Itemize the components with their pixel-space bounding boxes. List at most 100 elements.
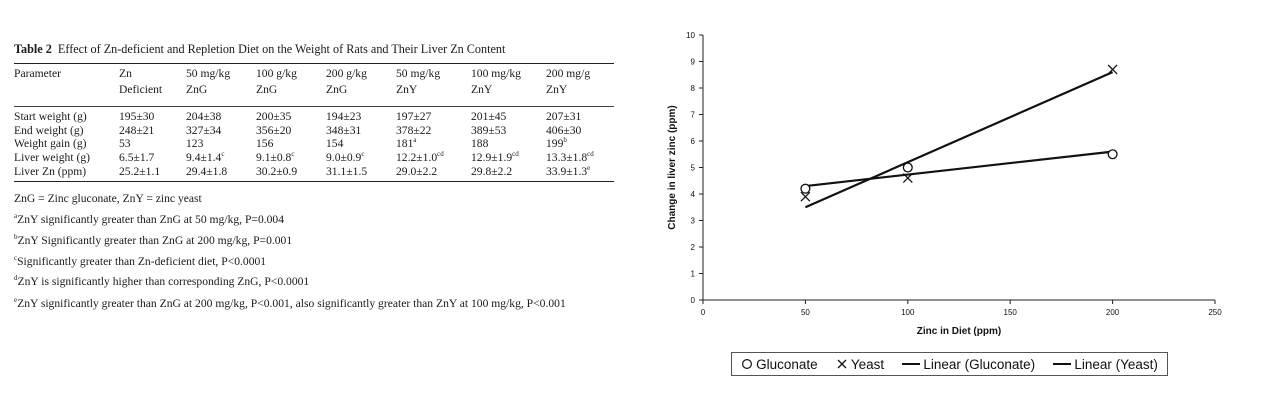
table-bottom-rule	[14, 181, 614, 183]
column-header-sub: ZnG	[186, 82, 208, 96]
footnote-marker: e	[14, 296, 18, 305]
cell-value: Liver weight (g)	[14, 150, 90, 164]
header-row: Parameter Zn 50 mg/kg 100 g/kg 200 g/kg 50 mg…	[14, 64, 614, 83]
column-header: Parameter	[14, 67, 61, 80]
legend-item-yeast: Yeast	[836, 357, 884, 372]
table-cell: 204±38	[186, 107, 256, 124]
table-cell: 29.4±1.8	[186, 165, 256, 182]
header-row: Deficient ZnG ZnG ZnG ZnY ZnY ZnY	[14, 83, 614, 107]
column-header: 100 g/kg	[256, 67, 297, 80]
y-axis-label: Change in liver zinc (ppm)	[667, 105, 678, 229]
cell-value: 389±53	[471, 123, 507, 137]
x-axis-label: Zinc in Diet (ppm)	[917, 326, 1001, 337]
cell-value: 188	[471, 137, 489, 151]
table-cell: 9.4±1.4c	[186, 151, 256, 165]
cell-superscript: cd	[587, 150, 594, 159]
cell-superscript: c	[291, 150, 295, 159]
data-point-gluconate	[800, 183, 811, 194]
cell-value: End weight (g)	[14, 123, 84, 137]
cell-value: 327±34	[186, 123, 222, 137]
cell-value: 199	[546, 137, 564, 151]
table-title: Table 2 Effect of Zn-deficient and Reple…	[14, 42, 614, 57]
cell-value: 31.1±1.5	[326, 164, 368, 178]
y-tick-label: 3	[691, 217, 696, 226]
x-tick-label: 100	[901, 308, 915, 317]
table-cell: 53	[119, 137, 186, 151]
trendline-gluconate	[805, 150, 1113, 188]
column-header: 200 mg/g	[546, 67, 591, 80]
table-cell: 9.1±0.8c	[256, 151, 326, 165]
legend-label-gluconate: Gluconate	[756, 356, 818, 372]
cell-value: 9.4±1.4	[186, 150, 222, 164]
x-marker-icon	[837, 359, 847, 369]
row-label: Start weight (g)	[14, 107, 119, 124]
table-footnotes: ZnG = Zinc gluconate, ZnY = zinc yeast aZ…	[14, 189, 614, 310]
table-cell: 248±21	[119, 124, 186, 138]
column-header: 200 g/kg	[326, 67, 367, 80]
table-cell: 29.8±2.2	[471, 165, 546, 182]
footnote: dZnY is significantly higher than corres…	[14, 272, 614, 293]
cell-value: Liver Zn (ppm)	[14, 164, 87, 178]
column-header-sub: ZnY	[546, 82, 568, 96]
column-header-sub: ZnG	[256, 82, 278, 96]
cell-value: 154	[326, 137, 344, 151]
column-header-sub: ZnY	[396, 82, 418, 96]
cell-superscript: cd	[512, 150, 519, 159]
cell-value: 201±45	[471, 110, 507, 124]
cell-value: 204±38	[186, 110, 222, 124]
line-swatch-icon	[1053, 363, 1072, 365]
legend-label-linear-gluconate: Linear (Gluconate)	[923, 356, 1036, 372]
cell-value: 12.2±1.0	[396, 150, 438, 164]
table-row: Start weight (g) 195±30 204±38 200±35 194±23…	[14, 107, 614, 124]
cell-value: 25.2±1.1	[119, 164, 161, 178]
table-cell: 406±30	[546, 124, 614, 138]
cell-value: Weight gain (g)	[14, 137, 87, 151]
x-tick-label: 150	[1004, 308, 1018, 317]
legend-item-linear-gluconate: Linear (Gluconate)	[902, 357, 1035, 372]
table-cell: 33.9±1.3e	[546, 163, 614, 182]
table-cell: 200±35	[256, 107, 326, 124]
table-cell: 201±45	[471, 107, 546, 124]
line-swatch-icon	[902, 363, 921, 365]
footnote: bZnY Significantly greater than ZnG at 2…	[14, 231, 614, 252]
table-cell: 356±20	[256, 124, 326, 138]
table-2: Table 2 Effect of Zn-deficient and Reple…	[14, 42, 614, 310]
table-cell: 197±27	[396, 107, 471, 124]
y-tick-label: 0	[691, 296, 696, 305]
cell-value: 356±20	[256, 123, 292, 137]
circle-marker-icon	[742, 358, 753, 370]
legend-label-linear-yeast: Linear (Yeast)	[1074, 356, 1158, 372]
legend-item-linear-yeast: Linear (Yeast)	[1053, 357, 1158, 372]
column-header: Zn	[119, 67, 132, 80]
column-header: 50 mg/kg	[186, 67, 231, 80]
row-label: Liver Zn (ppm)	[14, 165, 119, 182]
table-row: End weight (g) 248±21 327±34 356±20 348±31 37…	[14, 124, 614, 138]
column-header-sub: Deficient	[119, 82, 163, 96]
column-header-sub	[14, 83, 119, 107]
table-cell: 12.9±1.9cd	[471, 151, 546, 165]
table-cell: 194±23	[326, 107, 396, 124]
table-cell: 154	[326, 137, 396, 151]
data-point-yeast	[800, 191, 811, 202]
cell-value: Start weight (g)	[14, 110, 87, 124]
table-row: Weight gain (g) 53 123 156 154 181a 188 199b	[14, 137, 614, 151]
table-cell: 6.5±1.7	[119, 151, 186, 165]
cell-superscript: e	[587, 163, 591, 172]
cell-value: 194±23	[326, 110, 362, 124]
footnote-text: ZnY is significantly higher than corresp…	[17, 275, 310, 289]
cell-value: 248±21	[119, 123, 155, 137]
trendline-yeast	[804, 71, 1114, 209]
footnote-marker: b	[14, 232, 18, 241]
column-header-sub: ZnG	[326, 82, 348, 96]
y-tick-label: 7	[691, 111, 696, 120]
table-cell: 12.2±1.0cd	[396, 151, 471, 165]
table-cell: 199b	[546, 137, 614, 151]
y-tick-label: 5	[691, 164, 696, 173]
data-point-yeast	[902, 173, 913, 184]
chart: 0 1 2 3 4 5 6 7 8 9 10 0 50 100 150 200 250 Zinc in Diet …	[660, 20, 1260, 380]
cell-superscript: c	[221, 150, 225, 159]
x-tick-label: 250	[1208, 308, 1222, 317]
table-cell: 30.2±0.9	[256, 165, 326, 182]
y-tick-label: 6	[691, 137, 696, 146]
cell-superscript: a	[413, 136, 417, 145]
